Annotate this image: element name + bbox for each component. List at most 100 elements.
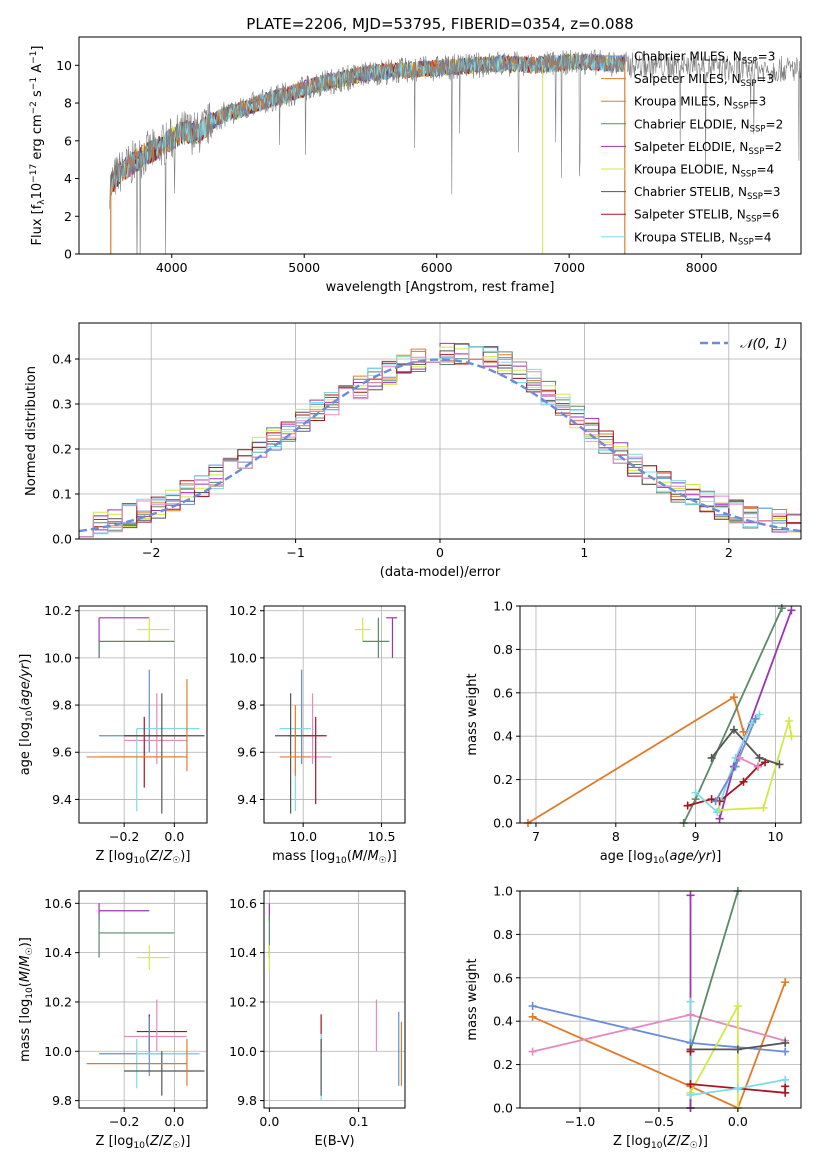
weight-marker — [729, 693, 738, 702]
x-tick-label: 7 — [532, 829, 540, 844]
y-tick-label: 1.0 — [493, 599, 513, 614]
weight-marker — [781, 978, 790, 987]
y-axis-label: mass weight — [465, 958, 480, 1040]
legend-label: Kroupa STELIB, NSSP=4 — [634, 230, 772, 247]
weight-marker — [755, 710, 764, 719]
weight-marker — [686, 1047, 695, 1056]
y-tick-label: 10.0 — [44, 1044, 72, 1059]
y-tick-label: 0.0 — [52, 532, 72, 547]
axes-frame — [78, 605, 208, 824]
legend-label: Salpeter ELODIE, NSSP=2 — [634, 140, 782, 157]
x-axis-label: age [log10(age/yr)] — [600, 849, 722, 866]
x-tick-label: 7000 — [553, 260, 585, 275]
y-tick-label: 0.3 — [52, 397, 72, 412]
x-axis-label: (data-model)/error — [380, 565, 501, 580]
y-tick-label: 0.2 — [52, 442, 72, 457]
weight-marker — [759, 803, 768, 812]
weight-line — [739, 757, 759, 768]
legend-label: 𝒩(0, 1) — [740, 337, 787, 352]
axes-frame — [519, 605, 802, 824]
weight-marker — [733, 1084, 742, 1093]
y-tick-label: 0.6 — [493, 970, 513, 985]
legend-label: Chabrier STELIB, NSSP=3 — [634, 185, 781, 202]
axes-frame — [78, 36, 802, 255]
y-tick-label: 10.2 — [44, 994, 72, 1009]
y-axis-label: Flux [fλ10−17 erg cm−2 s−1 A−1] — [29, 46, 47, 246]
weight-marker — [733, 1002, 742, 1011]
y-tick-label: 10.0 — [229, 650, 257, 665]
axes-frame — [78, 890, 208, 1109]
weight-marker — [785, 717, 794, 726]
y-tick-label: 9.6 — [237, 745, 257, 760]
y-tick-label: 9.6 — [52, 745, 72, 760]
x-tick-label: −0.2 — [109, 1114, 139, 1129]
x-axis-label: E(B-V) — [314, 1134, 354, 1149]
weight-marker — [733, 1045, 742, 1054]
y-tick-label: 8 — [64, 96, 72, 111]
y-tick-label: 0.0 — [493, 816, 513, 831]
y-tick-label: 10.2 — [229, 603, 257, 618]
residual-histogram — [79, 346, 801, 538]
weight-marker — [715, 814, 724, 823]
weight-marker — [528, 1012, 537, 1021]
weight-marker — [787, 732, 796, 741]
x-tick-label: −1 — [286, 545, 304, 560]
weight-marker — [686, 997, 695, 1006]
y-tick-label: 10.0 — [229, 1044, 257, 1059]
y-tick-label: 10.4 — [44, 945, 72, 960]
y-axis-label: mass [log10(M/M☉)] — [18, 937, 35, 1062]
weight-marker — [781, 1038, 790, 1047]
y-tick-label: 10.0 — [44, 650, 72, 665]
weight-line — [710, 728, 780, 766]
y-tick-label: 0.1 — [52, 487, 72, 502]
y-tick-label: 0.6 — [493, 685, 513, 700]
y-tick-label: 0.4 — [493, 1014, 513, 1029]
x-axis-label: Z [log10(Z/Z☉)] — [613, 1134, 708, 1151]
weight-marker — [777, 604, 786, 613]
y-tick-label: 0.0 — [493, 1101, 513, 1116]
weight-marker — [755, 753, 764, 762]
weight-marker — [739, 727, 748, 736]
weight-marker — [711, 797, 720, 806]
x-tick-label: 6000 — [421, 260, 453, 275]
y-tick-label: 6 — [64, 133, 72, 148]
weight-marker — [713, 808, 722, 817]
y-tick-label: 9.8 — [52, 1093, 72, 1108]
x-tick-label: 10.5 — [368, 829, 396, 844]
y-tick-label: 0 — [64, 247, 72, 262]
y-tick-label: 10.2 — [229, 994, 257, 1009]
y-axis-label: Normed distribution — [24, 366, 39, 496]
legend-label: Chabrier MILES, NSSP=3 — [634, 50, 775, 67]
x-axis-label: mass [log10(M/M☉)] — [272, 849, 397, 866]
plot-area-spectrum — [109, 49, 801, 254]
y-tick-label: 0.2 — [493, 772, 513, 787]
axes-frame — [263, 605, 406, 824]
y-tick-label: 0.4 — [52, 352, 72, 367]
weight-marker — [781, 1047, 790, 1056]
x-tick-label: 5000 — [288, 260, 320, 275]
y-tick-label: 10.2 — [44, 603, 72, 618]
y-axis-label: mass weight — [465, 673, 480, 755]
x-tick-label: −0.5 — [644, 1114, 674, 1129]
plot-area-weight_vs_age — [527, 607, 793, 823]
y-tick-label: 4 — [64, 171, 72, 186]
plot-area-age_vs_mass — [274, 617, 398, 814]
weight-marker — [787, 606, 796, 615]
weight-marker — [781, 1075, 790, 1084]
y-tick-label: 9.8 — [237, 698, 257, 713]
weight-marker — [686, 1090, 695, 1099]
gaussian-curve — [79, 358, 801, 533]
y-axis-label: age [log10(age/yr)] — [18, 654, 35, 776]
x-tick-label: 0.0 — [259, 1114, 279, 1129]
plot-area-mass_vs_Z — [86, 903, 205, 1096]
weight-marker — [731, 762, 740, 771]
figure-title: PLATE=2206, MJD=53795, FIBERID=0354, z=0… — [246, 15, 633, 33]
y-tick-label: 0.8 — [493, 927, 513, 942]
y-tick-label: 2 — [64, 209, 72, 224]
legend-label: Kroupa ELODIE, NSSP=4 — [634, 163, 774, 180]
weight-marker — [751, 714, 760, 723]
weight-marker — [707, 753, 716, 762]
plot-area-age_vs_Z — [86, 617, 205, 814]
weight-marker — [747, 719, 756, 728]
